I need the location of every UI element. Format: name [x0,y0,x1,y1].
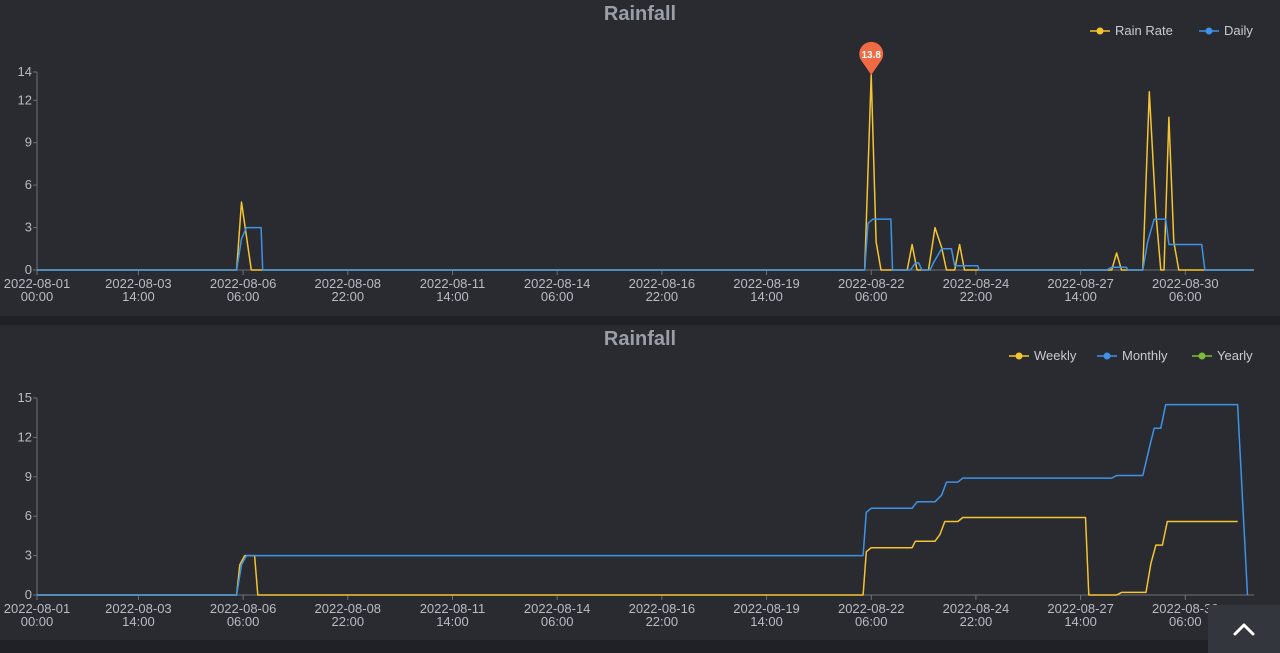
x-tick-label-date: 2022-08-01 [4,276,71,291]
x-tick-label-date: 2022-08-03 [105,276,172,291]
x-tick-label-date: 2022-08-14 [524,601,591,616]
y-tick-label: 12 [18,429,32,444]
x-tick-label-date: 2022-08-08 [315,601,382,616]
x-tick-label-time: 14:00 [1064,289,1097,304]
legend-item-rain-rate[interactable]: Rain Rate [1090,23,1173,38]
legend-marker [1198,352,1206,360]
legend-label: Yearly [1217,348,1253,363]
series-line-monthly [37,403,1249,596]
x-tick-label-date: 2022-08-24 [943,601,1010,616]
legend-label: Weekly [1034,348,1077,363]
y-tick-label: 15 [18,390,32,405]
x-tick-label-time: 14:00 [436,614,469,629]
series-line-rain-rate [37,74,1254,271]
chart-title: Rainfall [604,3,676,25]
legend-label: Daily [1224,23,1253,38]
x-tick-label-time: 06:00 [227,289,260,304]
x-tick-label-date: 2022-08-11 [420,601,486,616]
x-tick-label-time: 14:00 [750,289,783,304]
chart-title: Rainfall [604,328,676,350]
rainfall-accumulation-panel: Rainfall 0 3 6 9 12 15 2022-08-01 00:00 2022-08-… [0,325,1280,640]
rainfall-rate-daily-panel: Rainfall 0 3 6 9 12 14 2022-08-01 00:00 2022-08-… [0,0,1280,316]
x-tick-label-time: 06:00 [541,289,574,304]
x-tick-label-time: 06:00 [1169,614,1202,629]
x-tick-label-time: 00:00 [21,614,54,629]
y-tick-label: 12 [18,92,32,107]
scroll-to-top-button[interactable] [1208,605,1280,653]
y-tick-label: 6 [25,508,32,523]
x-tick-label-date: 2022-08-22 [838,601,905,616]
y-tick-label: 9 [25,135,32,150]
x-tick-label-time: 22:00 [646,614,679,629]
y-tick-label: 3 [25,220,32,235]
x-tick-label-date: 2022-08-14 [524,276,591,291]
max-marker-label: 13.8 [861,50,881,61]
y-tick-label: 6 [25,177,32,192]
x-tick-label-time: 06:00 [1169,289,1202,304]
series-line-weekly [37,516,1238,596]
legend-item-yearly[interactable]: Yearly [1192,348,1253,363]
max-marker-pin [859,41,884,75]
x-tick-label-time: 14:00 [122,614,155,629]
y-tick-label: 0 [25,262,32,277]
legend-marker [1015,352,1023,360]
x-tick-label-date: 2022-08-24 [943,276,1010,291]
x-tick-label-date: 2022-08-30 [1152,276,1219,291]
x-tick-label-time: 14:00 [436,289,469,304]
y-tick-label: 0 [25,587,32,602]
x-tick-label-date: 2022-08-30 [1152,601,1219,616]
x-tick-label-time: 06:00 [227,614,260,629]
x-tick-label-time: 22:00 [332,614,365,629]
x-tick-label-time: 14:00 [122,289,155,304]
chevron-up-icon [1233,623,1255,636]
series-line-daily [37,218,1254,271]
y-tick-label: 3 [25,548,32,563]
x-tick-label-time: 06:00 [855,289,888,304]
legend-item-daily[interactable]: Daily [1199,23,1253,38]
x-tick-label-date: 2022-08-11 [420,276,486,291]
x-tick-label-date: 2022-08-27 [1047,601,1114,616]
x-tick-label-date: 2022-08-06 [210,601,277,616]
x-tick-label-date: 2022-08-06 [210,276,277,291]
x-tick-label-date: 2022-08-03 [105,601,172,616]
x-tick-label-time: 22:00 [332,289,365,304]
x-tick-label-date: 2022-08-19 [733,276,800,291]
x-tick-label-time: 22:00 [960,614,993,629]
legend-item-monthly[interactable]: Monthly [1097,348,1168,363]
x-tick-label-time: 14:00 [750,614,783,629]
y-tick-label: 9 [25,469,32,484]
legend-marker [1096,27,1104,35]
x-tick-label-date: 2022-08-08 [315,276,382,291]
x-tick-label-time: 00:00 [21,289,54,304]
max-value-marker: 13.8 [859,41,884,75]
x-tick-label-time: 06:00 [855,614,888,629]
legend-item-weekly[interactable]: Weekly [1009,348,1077,363]
legend-label: Rain Rate [1115,23,1173,38]
legend-marker [1103,352,1111,360]
x-tick-label-time: 06:00 [541,614,574,629]
y-tick-label: 14 [18,64,32,79]
x-tick-label-time: 22:00 [960,289,993,304]
x-tick-label-date: 2022-08-01 [4,601,71,616]
x-tick-label-date: 2022-08-16 [629,276,696,291]
legend-marker [1205,27,1213,35]
x-tick-label-date: 2022-08-22 [838,276,905,291]
x-tick-label-time: 14:00 [1064,614,1097,629]
x-tick-label-date: 2022-08-16 [629,601,696,616]
x-tick-label-date: 2022-08-19 [733,601,800,616]
x-tick-label-time: 22:00 [646,289,679,304]
x-tick-label-date: 2022-08-27 [1047,276,1114,291]
legend-label: Monthly [1122,348,1168,363]
